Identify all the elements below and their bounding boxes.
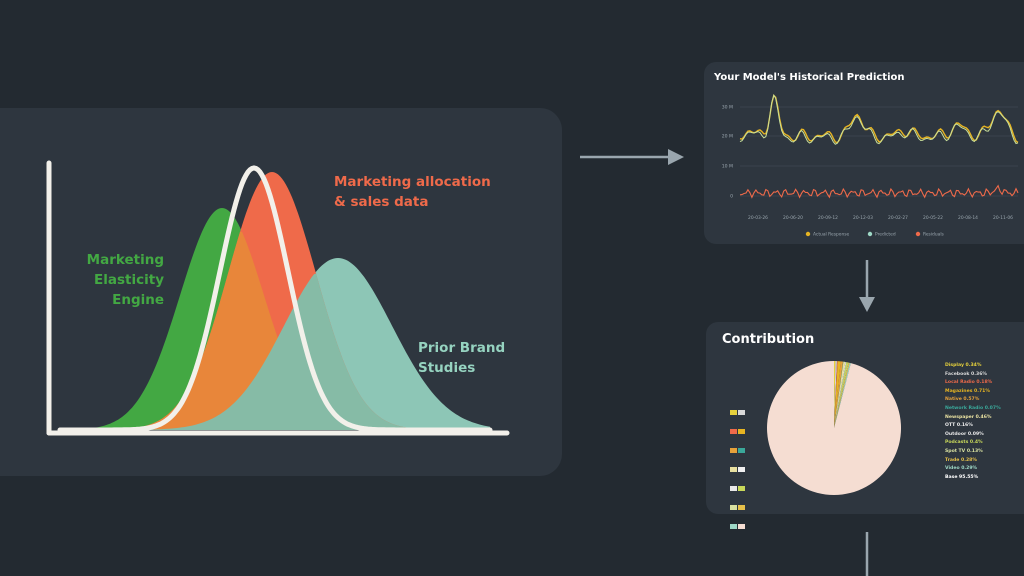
legend-entry-facebook: Facebook 0.36% [945,371,987,377]
swatch-spot-tv [730,505,737,510]
allocation-label: Marketing allocation & sales data [334,174,491,210]
legend-entry-display: Display 0.34% [945,363,982,368]
pie-slice-spot-tv [834,362,849,428]
x-tick-label: 20-12-03 [853,215,873,221]
x-tick-label: 20-06-20 [783,215,803,221]
posterior-curve [57,165,493,433]
swatch-magazines [738,429,745,434]
x-tick-label: 20-11-06 [993,215,1013,221]
x-tick-label: 20-08-14 [958,215,978,221]
swatch-trade [738,505,745,510]
contribution-legend: Display 0.34% Facebook 0.36% Local Radio 0… [945,362,1001,482]
y-tick-label: 10 M [722,164,733,170]
legend-entry-trade: Trade 0.28% [945,457,977,463]
legend-entry-local-radio: Local Radio 0.18% [945,380,993,386]
legend-entry-magazines: Magazines 0.71% [945,388,990,394]
legend-entry-video: Video 0.29% [945,466,978,472]
swatch-outdoor [730,486,737,491]
y-tick-label: 20 M [722,134,733,140]
contribution-title: Contribution [722,332,815,347]
contribution-swatch-grid [730,401,752,534]
swatch-video [730,524,737,529]
x-tick-label: 20-03-26 [748,215,768,221]
swatch-newspaper [730,467,737,472]
legend-label: Residuals [923,232,945,238]
legend-entry-newspaper: Newspaper 0.46% [945,414,992,420]
swatch-network-radio [738,448,745,453]
overlap-elasticity-allocation [60,231,490,430]
pie-slice-local-radio [834,361,838,428]
legend-entry-outdoor: Outdoor 0.09% [945,431,984,437]
swatch-display [730,410,737,415]
historical-prediction-panel [704,62,1024,244]
pie-slice-ott [834,361,846,428]
pie-slice-network-radio [834,361,844,428]
predicted-line [739,93,1019,145]
elasticity-curve [60,208,490,430]
x-tick-label: 20-02-27 [888,215,908,221]
swatch-native [730,448,737,453]
pie-slice-native [834,361,844,428]
pie-slice-facebook [834,361,837,428]
swatch-podcasts [738,486,745,491]
pie-slice-magazines [834,361,841,428]
pie-slice-outdoor [834,362,847,428]
legend-dot [867,231,873,237]
legend-entry-network-radio: Network Radio 0.07% [945,405,1001,411]
legend-dot [805,231,811,237]
arrow-right-icon [580,149,684,165]
prior-brand-label: Prior Brand Studies [418,340,506,376]
legend-label: Predicted [875,232,896,238]
pie-slice-display [834,361,836,428]
elasticity-label: Marketing Elasticity Engine [86,252,164,308]
pie-slice-newspaper [834,361,846,428]
y-tick-label: 30 M [722,105,733,111]
residuals-line [739,184,1019,199]
legend-label: Actual Response [813,232,850,238]
historical-prediction-title: Your Model's Historical Prediction [714,72,905,83]
legend-dot [915,231,921,237]
legend-entry-native: Native 0.57% [945,397,980,403]
legend-entry-base: Base 95.55% [945,474,979,480]
pie-slice-podcasts [834,362,849,428]
pie-slice-trade [834,362,850,428]
legend-entry-podcasts: Podcasts 0.4% [945,440,983,446]
swatch-base [738,524,745,529]
x-tick-label: 20-05-22 [923,215,943,221]
allocation-curve [60,172,490,430]
overlap-allocation-prior [60,273,490,430]
swatch-ott [738,467,745,472]
swatch-facebook [738,410,745,415]
swatch-local-radio [730,429,737,434]
legend-entry-spot-tv: Spot TV 0.13% [945,448,983,454]
arrow-down-icon [859,260,875,312]
actual-response-line [739,94,1019,144]
y-tick-label: 0 [730,194,733,200]
pie-slice-base [767,361,902,495]
x-tick-label: 20-09-12 [818,215,838,221]
legend-entry-ott: OTT 0.16% [945,423,973,429]
pie-slice-video [834,362,851,428]
